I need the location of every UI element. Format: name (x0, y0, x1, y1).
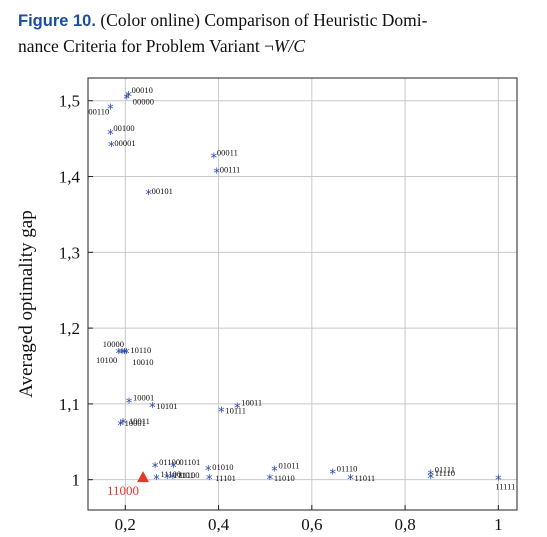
point-marker: * (427, 468, 434, 483)
point-marker: * (170, 472, 177, 487)
point-marker: * (108, 140, 115, 155)
point-marker: * (125, 90, 132, 105)
point-marker: * (107, 102, 114, 117)
point-label: 00000 (133, 96, 154, 106)
point-label: 10111 (225, 405, 246, 415)
highlight-triangle-marker (137, 471, 150, 483)
point-label: 10110 (130, 345, 151, 355)
point-marker: * (271, 465, 278, 480)
x-tick-label: 0,4 (208, 515, 230, 534)
point-label: 01010 (212, 462, 233, 472)
point-label: 10011 (129, 416, 150, 426)
figure-caption: Figure 10. (Color online) Comparison of … (18, 8, 538, 59)
point-marker: * (427, 472, 434, 487)
point-marker: * (123, 92, 130, 107)
point-marker: * (116, 347, 123, 362)
highlight-label: 11000 (107, 483, 139, 498)
point-marker: * (206, 473, 213, 488)
point-label: 00101 (152, 186, 173, 196)
point-marker: * (213, 167, 220, 182)
x-tick-label: 0,8 (394, 515, 415, 534)
point-marker: * (495, 474, 502, 489)
point-marker: * (149, 401, 156, 416)
caption-math: W/C (273, 36, 306, 56)
point-label: 10001 (133, 392, 154, 402)
point-label: 11111 (495, 482, 515, 492)
point-marker: * (117, 419, 124, 434)
point-label: 00011 (217, 148, 238, 158)
point-label: 10010 (132, 357, 153, 367)
point-label: 00010 (132, 85, 153, 95)
point-label: 01110 (337, 464, 358, 474)
point-marker: * (170, 461, 177, 476)
y-tick-label: 1,4 (59, 168, 81, 187)
point-marker: * (107, 128, 114, 143)
point-marker: * (153, 473, 160, 488)
point-label: 10011 (241, 398, 262, 408)
point-marker: * (123, 347, 130, 362)
point-label: 10001 (125, 418, 146, 428)
point-label: 01011 (279, 461, 300, 471)
point-label: 01101 (179, 457, 200, 467)
point-label: 11101 (215, 473, 236, 483)
point-label: 01100 (159, 457, 180, 467)
caption-line2: nance Criteria for Problem Variant ¬ (18, 36, 274, 56)
point-marker: * (120, 417, 127, 432)
y-tick-label: 1,1 (59, 395, 80, 414)
point-marker: * (119, 347, 126, 362)
point-marker: * (234, 402, 241, 417)
point-label: 00111 (220, 165, 241, 175)
point-marker: * (164, 472, 171, 487)
point-label: 10100 (96, 355, 117, 365)
point-label: 11110 (435, 468, 455, 478)
axis-ticks: 0,2 0,4 0,6 0,8 1 1 1,1 1,2 1,3 1,4 1,5 (59, 92, 503, 534)
y-tick-label: 1 (72, 471, 81, 490)
y-axis-label: Averaged optimality gap (16, 210, 37, 397)
point-marker: * (218, 405, 225, 420)
point-marker: * (145, 188, 152, 203)
point-label: 00110 (88, 106, 109, 116)
point-marker: * (267, 473, 274, 488)
point-marker: * (330, 468, 337, 483)
point-marker: * (152, 461, 159, 476)
point-label: 00001 (114, 138, 135, 148)
caption-line1: (Color online) Comparison of Heuristic D… (100, 10, 428, 30)
plot-frame (87, 77, 518, 511)
y-tick-label: 1,5 (59, 92, 80, 111)
point-label: 10101 (156, 401, 177, 411)
point-marker: * (126, 396, 133, 411)
x-tick-label: 0,2 (115, 515, 136, 534)
point-marker: * (347, 473, 354, 488)
x-tick-label: 1 (494, 515, 503, 534)
point-label: 11011 (355, 473, 376, 483)
y-tick-label: 1,2 (59, 319, 80, 338)
point-label: 01111 (435, 464, 455, 474)
grid-lines (88, 78, 517, 510)
point-label: 11010 (274, 473, 295, 483)
point-label: 00100 (113, 123, 134, 133)
point-label: 11100 (161, 469, 182, 479)
y-tick-label: 1,3 (59, 243, 80, 262)
x-tick-label: 0,6 (301, 515, 322, 534)
point-label: 11101 (173, 470, 194, 480)
point-label: 11100 (179, 470, 200, 480)
data-points: * 00010* 00000*00110* 00100* 00001* 00011* 001… (88, 85, 515, 498)
point-label: 10000 (103, 339, 124, 349)
figure-label: Figure 10. (18, 12, 96, 30)
point-marker: * (121, 347, 128, 362)
point-marker: * (211, 152, 218, 167)
point-marker: * (205, 464, 212, 479)
